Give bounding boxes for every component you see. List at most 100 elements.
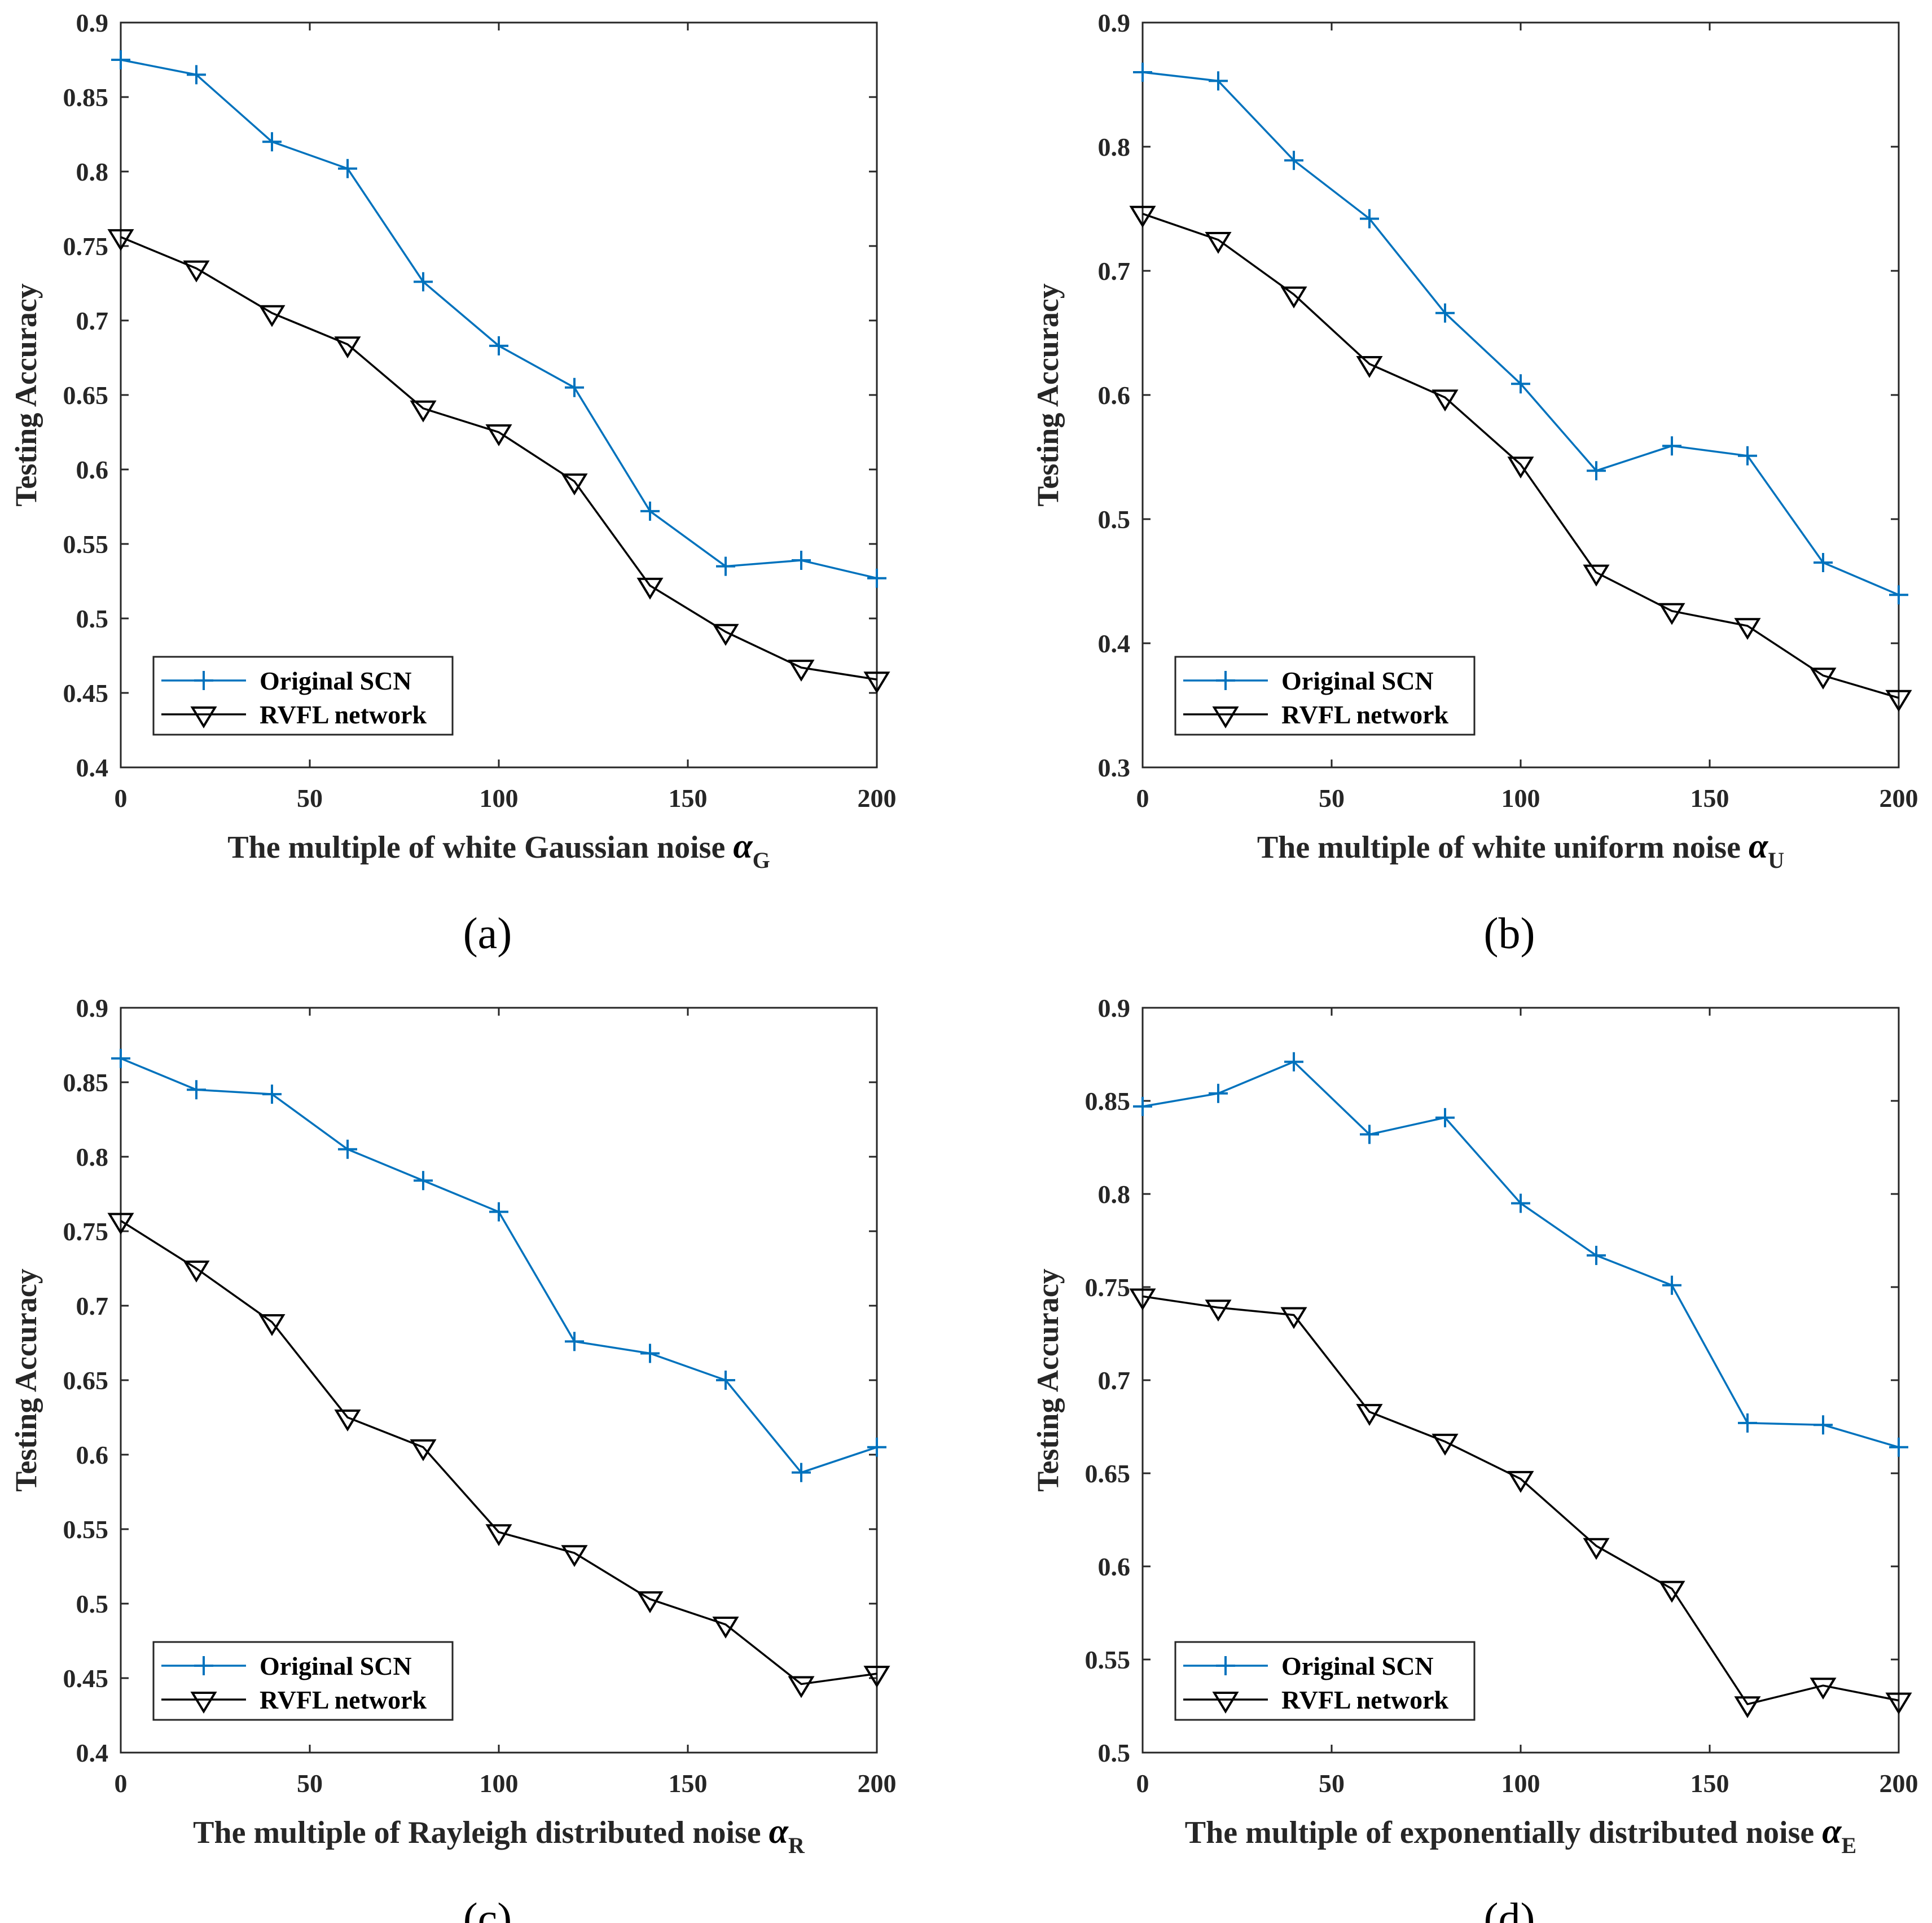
data-point-rvfl-network <box>561 1545 588 1568</box>
y-tick-label: 0.55 <box>63 530 109 559</box>
data-point-original-scn <box>1360 1125 1379 1144</box>
plot-area <box>1141 1007 1900 1754</box>
data-point-rvfl-network <box>1280 1307 1307 1329</box>
y-tick-label: 0.9 <box>1098 994 1131 1022</box>
legend-label-rvfl-network: RVFL network <box>1281 1685 1449 1714</box>
data-point-original-scn <box>1435 303 1455 323</box>
data-point-original-scn <box>640 501 660 521</box>
data-point-original-scn <box>414 272 433 292</box>
legend-label-rvfl-network: RVFL network <box>260 1685 427 1714</box>
y-tick-label: 0.85 <box>63 83 109 112</box>
series-line-rvfl-network <box>120 1220 877 1685</box>
x-axis-label-text: The multiple of exponentially distribute… <box>1185 1815 1814 1850</box>
chart-panel-4: 0.5 0.55 0.6 0.65 0.7 0.75 0.8 0.85 0.9 0 50 100 150… <box>1031 994 1918 1923</box>
legend-marker-original-scn <box>194 1656 213 1675</box>
x-axis-label-symbol: α <box>1822 1812 1842 1851</box>
x-axis-label-subscript: G <box>753 848 770 873</box>
data-point-rvfl-network <box>1734 1696 1761 1719</box>
y-tick-label: 0.7 <box>76 306 109 335</box>
y-tick-label: 0.5 <box>1098 1738 1131 1767</box>
x-tick-label: 200 <box>1880 784 1918 813</box>
legend-label-original-scn: Original SCN <box>260 666 412 695</box>
data-point-rvfl-network <box>1658 603 1685 625</box>
legend-label-original-scn: Original SCN <box>1281 666 1434 695</box>
y-tick-label: 0.9 <box>1098 8 1131 37</box>
x-tick-label: 50 <box>1319 1769 1345 1798</box>
data-point-original-scn <box>1738 1413 1757 1433</box>
legend-marker-original-scn <box>1216 1656 1235 1675</box>
data-point-rvfl-network <box>1356 1404 1383 1426</box>
data-point-original-scn <box>1209 1083 1228 1103</box>
legend: Original SCN RVFL network <box>1174 1641 1476 1721</box>
data-point-original-scn <box>792 551 811 570</box>
x-tick-label: 200 <box>1880 1769 1918 1798</box>
data-point-original-scn <box>1587 461 1606 481</box>
y-tick-label: 0.9 <box>76 994 109 1022</box>
x-tick-label: 100 <box>1501 784 1540 813</box>
data-point-original-scn <box>1435 1108 1455 1127</box>
plot-area <box>120 21 878 769</box>
y-tick-label: 0.6 <box>1098 1552 1131 1581</box>
data-point-original-scn <box>338 159 357 178</box>
x-axis-label-symbol: α <box>769 1812 789 1851</box>
data-point-rvfl-network <box>1734 618 1761 640</box>
data-point-rvfl-network <box>1885 690 1912 712</box>
data-point-original-scn <box>1814 1415 1833 1435</box>
panel-label: (c) <box>463 1894 512 1923</box>
legend-label-original-scn: Original SCN <box>1281 1652 1434 1680</box>
data-point-original-scn <box>1133 1096 1152 1116</box>
data-point-original-scn <box>1133 63 1152 82</box>
y-tick-label: 0.7 <box>76 1292 109 1320</box>
panel-label: (b) <box>1484 908 1535 958</box>
data-point-rvfl-network <box>410 1439 437 1461</box>
panel-label: (d) <box>1484 1894 1535 1923</box>
y-tick-label: 0.75 <box>1085 1273 1131 1302</box>
legend-box <box>1174 656 1476 736</box>
legend: Original SCN RVFL network <box>152 656 454 736</box>
x-axis-label-symbol: α <box>1749 827 1769 866</box>
legend: Original SCN RVFL network <box>1174 656 1476 736</box>
y-tick-label: 0.45 <box>63 1664 109 1693</box>
data-point-rvfl-network <box>636 577 664 600</box>
data-point-rvfl-network <box>410 400 437 423</box>
legend: Original SCN RVFL network <box>152 1641 454 1721</box>
data-point-rvfl-network <box>1583 1538 1610 1560</box>
x-axis-label: The multiple of white Gaussian noise αG <box>227 827 770 873</box>
data-point-original-scn <box>1209 71 1228 91</box>
plot-area <box>1141 21 1900 769</box>
y-axis-label: Testing Accuracy <box>1031 1268 1065 1491</box>
y-tick-label: 0.6 <box>1098 381 1131 410</box>
x-axis-label-subscript: R <box>788 1833 805 1858</box>
data-point-rvfl-network <box>1280 286 1307 309</box>
y-tick-label: 0.75 <box>63 232 109 261</box>
data-point-rvfl-network <box>863 671 890 694</box>
y-axis-label: Testing Accuracy <box>9 1268 43 1491</box>
data-point-rvfl-network <box>334 336 361 359</box>
data-point-original-scn <box>1360 209 1379 229</box>
y-tick-label: 0.5 <box>76 1590 109 1618</box>
legend-marker-original-scn <box>194 671 213 690</box>
y-tick-label: 0.8 <box>76 1143 109 1171</box>
y-tick-label: 0.9 <box>76 8 109 37</box>
y-tick-label: 0.85 <box>1085 1087 1131 1116</box>
y-axis-label: Testing Accuracy <box>9 283 43 506</box>
y-tick-label: 0.75 <box>63 1217 109 1246</box>
x-tick-label: 200 <box>858 1769 897 1798</box>
legend-box <box>152 1641 454 1721</box>
data-point-original-scn <box>716 556 735 576</box>
x-axis-label: The multiple of exponentially distribute… <box>1185 1812 1856 1858</box>
legend-marker-rvfl-network <box>190 1692 217 1714</box>
data-point-rvfl-network <box>1356 356 1383 378</box>
data-point-original-scn <box>489 336 508 355</box>
x-tick-label: 100 <box>1501 1769 1540 1798</box>
data-point-rvfl-network <box>712 624 739 646</box>
x-axis-label-text: The multiple of white uniform noise <box>1257 830 1741 865</box>
data-point-original-scn <box>867 1437 886 1457</box>
y-tick-label: 0.4 <box>76 1738 109 1767</box>
y-tick-label: 0.65 <box>63 1366 109 1395</box>
data-point-original-scn <box>1511 374 1530 394</box>
x-axis-label-subscript: E <box>1842 1833 1857 1858</box>
data-point-original-scn <box>867 568 886 588</box>
data-point-rvfl-network <box>561 473 588 495</box>
y-tick-label: 0.4 <box>1098 629 1131 658</box>
